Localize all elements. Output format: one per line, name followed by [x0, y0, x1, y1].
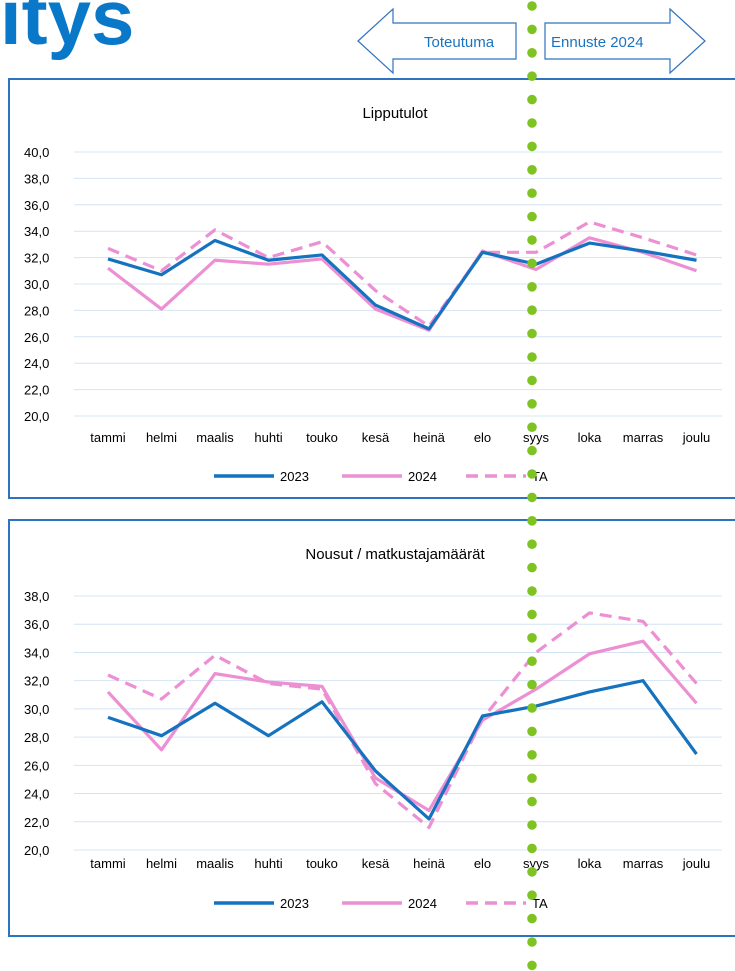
divider-dot: [527, 48, 537, 58]
y-tick-label: 24,0: [24, 787, 49, 802]
y-tick-label: 36,0: [24, 198, 49, 213]
y-tick-label: 22,0: [24, 815, 49, 830]
series-line-2024: [106, 639, 698, 813]
y-tick-label: 24,0: [24, 356, 49, 371]
actual-arrow-label: Toteutuma: [424, 34, 495, 51]
y-tick-label: 20,0: [24, 843, 49, 858]
series-line-ta: [107, 611, 698, 830]
forecast-arrow-label: Ennuste 2024: [551, 34, 644, 51]
x-tick-label: helmi: [146, 856, 177, 871]
series-line-ta: [107, 220, 697, 328]
x-tick-label: tammi: [90, 430, 126, 445]
x-tick-label: marras: [623, 856, 664, 871]
page-title-fragment: itys: [0, 0, 135, 61]
y-tick-label: 20,0: [24, 409, 49, 424]
x-tick-label: elo: [474, 856, 491, 871]
x-tick-label: kesä: [362, 856, 390, 871]
y-tick-label: 22,0: [24, 383, 49, 398]
series-line-2023: [107, 238, 697, 331]
boardings-panel: Nousut / matkustajamäärät 38,0 36,0 34,0 32,…: [8, 519, 735, 937]
legend-label-2023: 2023: [280, 469, 309, 484]
x-tick-label: helmi: [146, 430, 177, 445]
series-line-2024: [107, 236, 698, 332]
x-tick-label: joulu: [682, 430, 710, 445]
x-tick-label: syys: [523, 430, 550, 445]
divider-dot: [527, 960, 537, 971]
divider-dot: [527, 1, 537, 11]
legend-label-ta: TA: [532, 469, 548, 484]
y-tick-label: 28,0: [24, 730, 49, 745]
y-tick-label: 28,0: [24, 303, 49, 318]
y-tick-label: 26,0: [24, 330, 49, 345]
chart-title: Lipputulot: [362, 105, 428, 122]
x-tick-label: heinä: [413, 430, 446, 445]
x-tick-label: heinä: [413, 856, 446, 871]
divider-dot: [527, 24, 537, 35]
actual-arrow: Toteutuma: [357, 7, 517, 75]
y-tick-label: 30,0: [24, 277, 49, 292]
y-tick-label: 40,0: [24, 145, 49, 160]
series-line-2023: [107, 679, 698, 821]
x-tick-label: tammi: [90, 856, 126, 871]
x-tick-label: touko: [306, 430, 338, 445]
x-tick-label: syys: [523, 856, 550, 871]
y-tick-label: 36,0: [24, 617, 49, 632]
x-tick-label: huhti: [254, 856, 282, 871]
y-tick-label: 34,0: [24, 224, 49, 239]
x-tick-label: loka: [578, 856, 603, 871]
legend-label-ta: TA: [532, 896, 548, 911]
y-tick-label: 32,0: [24, 674, 49, 689]
boardings-chart: Nousut / matkustajamäärät 38,0 36,0 34,0 32,…: [24, 546, 722, 911]
x-tick-label: touko: [306, 856, 338, 871]
y-tick-label: 32,0: [24, 251, 49, 266]
x-tick-label: loka: [578, 430, 603, 445]
x-tick-label: maalis: [196, 856, 234, 871]
y-tick-label: 26,0: [24, 758, 49, 773]
x-tick-label: kesä: [362, 430, 390, 445]
x-tick-label: maalis: [196, 430, 234, 445]
y-tick-label: 38,0: [24, 589, 49, 604]
y-tick-label: 30,0: [24, 702, 49, 717]
forecast-arrow: Ennuste 2024: [544, 7, 706, 75]
x-tick-label: marras: [623, 430, 664, 445]
x-tick-label: elo: [474, 430, 491, 445]
x-tick-label: huhti: [254, 430, 282, 445]
chart-title: Nousut / matkustajamäärät: [305, 546, 485, 563]
legend-label-2023: 2023: [280, 896, 309, 911]
ticket-revenue-panel: Lipputulot 40,0 38,0 36,0 34,0 32,0 30,0 28,0 26…: [8, 78, 735, 499]
legend-label-2024: 2024: [408, 896, 437, 911]
ticket-revenue-chart: Lipputulot 40,0 38,0 36,0 34,0 32,0 30,0 28,0 26…: [24, 105, 722, 484]
y-tick-label: 38,0: [24, 171, 49, 186]
x-tick-label: joulu: [682, 856, 710, 871]
y-tick-label: 34,0: [24, 645, 49, 660]
legend-label-2024: 2024: [408, 469, 437, 484]
